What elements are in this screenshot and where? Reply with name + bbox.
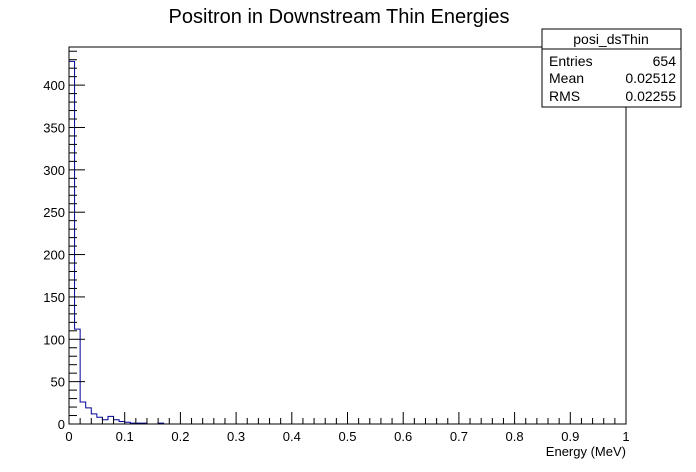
y-tick-label: 350 [43, 120, 65, 135]
x-axis-label: Energy (MeV) [546, 444, 626, 459]
stats-box-name: posi_dsThin [573, 31, 649, 47]
x-tick-label: 0 [65, 429, 72, 444]
histogram-bin [108, 416, 114, 424]
y-tick-label: 150 [43, 290, 65, 305]
stats-rms-value: 0.02255 [625, 88, 676, 104]
plot-frame [68, 46, 627, 425]
y-tick-label: 300 [43, 163, 65, 178]
histogram-bin [80, 402, 86, 424]
x-tick-label: 0.2 [171, 429, 189, 444]
chart-title: Positron in Downstream Thin Energies [169, 6, 510, 28]
axes-layer: 0 0.1 0.2 0.3 0.4 0.5 0.6 0.7 0.8 0.9 1 0 50 100 150 20… [43, 50, 630, 444]
histogram-outline [68, 60, 626, 425]
histogram-layer [68, 60, 626, 425]
x-tick-label: 1 [622, 429, 629, 444]
histogram-bin [91, 414, 97, 424]
histogram-bin [97, 417, 103, 424]
histogram-bin [75, 329, 81, 424]
x-tick-label: 0.1 [116, 429, 134, 444]
x-tick-label: 0.6 [394, 429, 412, 444]
stats-entries-label: Entries [549, 53, 593, 69]
stats-mean-label: Mean [549, 70, 584, 86]
x-tick-label: 0.4 [283, 429, 301, 444]
y-tick-label: 100 [43, 332, 65, 347]
y-tick-label: 50 [51, 375, 65, 390]
stats-mean-value: 0.02512 [625, 70, 676, 86]
y-tick-label: 400 [43, 78, 65, 93]
stats-box: posi_dsThin Entries 654 Mean 0.02512 RMS… [541, 28, 682, 108]
x-tick-label: 0.7 [450, 429, 468, 444]
x-tick-label: 0.8 [506, 429, 524, 444]
x-tick-label: 0.9 [561, 429, 579, 444]
histogram-bin [86, 408, 92, 424]
y-tick-label: 200 [43, 248, 65, 263]
stats-box-frame [541, 28, 682, 108]
stats-entries-value: 654 [653, 53, 677, 69]
histogram-bin [69, 61, 75, 424]
histogram-bin [114, 420, 120, 424]
y-tick-label: 250 [43, 205, 65, 220]
histogram-bin [102, 420, 108, 424]
x-tick-label: 0.3 [227, 429, 245, 444]
y-tick-label: 0 [58, 417, 65, 432]
stats-rms-label: RMS [549, 88, 580, 104]
x-tick-label: 0.5 [338, 429, 356, 444]
